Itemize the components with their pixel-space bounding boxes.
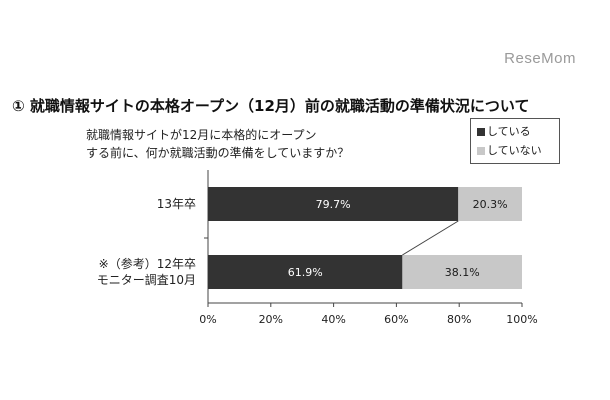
category-label-1-0: ※（参考）12年卒 (99, 256, 196, 271)
x-tick-label-3: 60% (384, 313, 408, 326)
bar-0-series-1 (458, 187, 522, 221)
x-tick-label-2: 40% (321, 313, 345, 326)
survey-question-line-2: する前に、何か就職活動の準備をしていますか？ (86, 146, 350, 160)
bar-label-1-series-0: 61.9% (288, 266, 323, 279)
bar-label-0-series-1: 20.3% (473, 198, 508, 211)
legend-item-not-doing: していない (477, 141, 553, 160)
bar-label-1-series-1: 38.1% (445, 266, 480, 279)
x-tick-label-1: 20% (259, 313, 283, 326)
chart-legend: している していない (470, 118, 560, 164)
chart-heading: ① 就職情報サイトの本格オープン（12月）前の就職活動の準備状況について (12, 97, 530, 115)
x-tick-label-0: 0% (199, 313, 216, 326)
bar-0-series-0 (208, 187, 459, 221)
legend-label-doing: している (487, 125, 531, 138)
bar-1-series-1 (402, 255, 522, 289)
survey-question-line-1: 就職情報サイトが12月に本格的にオープン (86, 128, 317, 142)
legend-swatch-not-doing (477, 146, 485, 155)
bar-1-series-0 (208, 255, 403, 289)
legend-item-doing: している (477, 122, 553, 141)
x-tick-label-5: 100% (506, 313, 537, 326)
category-label-1-1: モニター調査10月 (97, 273, 196, 287)
legend-swatch-doing (477, 127, 485, 136)
bar-label-0-series-0: 79.7% (316, 198, 351, 211)
legend-label-not-doing: していない (487, 144, 542, 157)
category-label-0-0: 13年卒 (157, 197, 196, 211)
x-tick-label-4: 80% (447, 313, 471, 326)
resemom-watermark: ReseMom (504, 50, 576, 67)
series-connector-line (402, 220, 459, 256)
survey-question: 就職情報サイトが12月に本格的にオープン する前に、何か就職活動の準備をしていま… (86, 126, 349, 162)
